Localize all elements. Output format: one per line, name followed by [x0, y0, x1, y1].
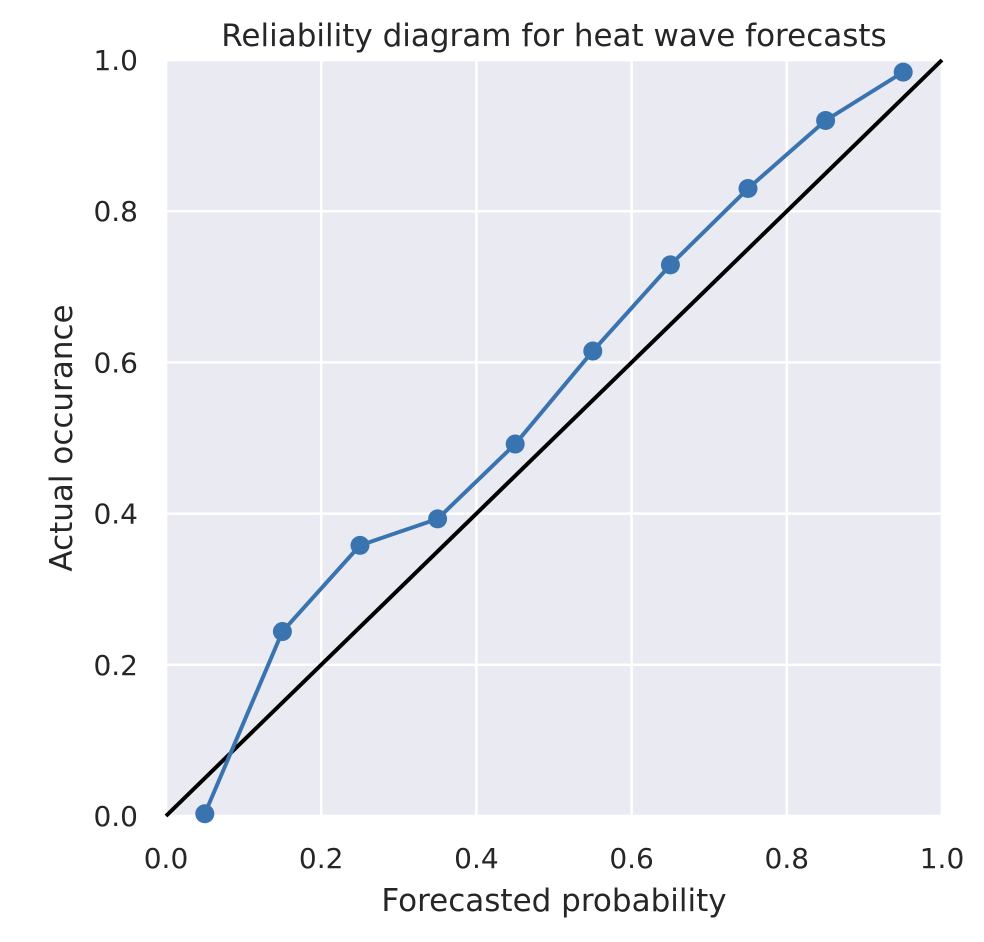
y-tick-label: 1.0	[93, 44, 138, 77]
x-axis-label: Forecasted probability	[381, 883, 726, 919]
y-tick-label: 0.8	[93, 195, 138, 228]
y-tick-label: 0.6	[93, 346, 138, 379]
data-point	[195, 804, 215, 824]
data-point	[350, 535, 370, 555]
diagonal-reference-line	[164, 58, 944, 818]
grid-lines	[164, 58, 944, 818]
y-tick-labels: 0.0 0.2 0.4 0.6 0.8 1.0	[93, 44, 138, 833]
data-point	[583, 341, 603, 361]
data-point	[272, 622, 292, 642]
data-point	[816, 110, 836, 130]
chart-title: Reliability diagram for heat wave foreca…	[221, 18, 886, 54]
data-point	[505, 434, 525, 454]
series-line	[202, 70, 905, 815]
x-tick-label: 0.2	[299, 842, 344, 875]
data-point	[738, 179, 758, 199]
x-tick-label: 0.8	[765, 842, 810, 875]
y-tick-label: 0.0	[93, 800, 138, 833]
reliability-series	[195, 62, 913, 824]
y-axis-label: Actual occurance	[44, 304, 80, 571]
data-point	[660, 255, 680, 275]
x-tick-label: 0.6	[609, 842, 654, 875]
x-tick-label: 0.0	[144, 842, 189, 875]
x-tick-labels: 0.0 0.2 0.4 0.6 0.8 1.0	[144, 842, 965, 875]
x-tick-label: 1.0	[920, 842, 965, 875]
data-point	[428, 509, 448, 529]
y-tick-label: 0.4	[93, 498, 138, 531]
data-point	[893, 62, 913, 82]
y-tick-label: 0.2	[93, 649, 138, 682]
perfect-reliability-line	[164, 58, 944, 818]
x-tick-label: 0.4	[454, 842, 499, 875]
